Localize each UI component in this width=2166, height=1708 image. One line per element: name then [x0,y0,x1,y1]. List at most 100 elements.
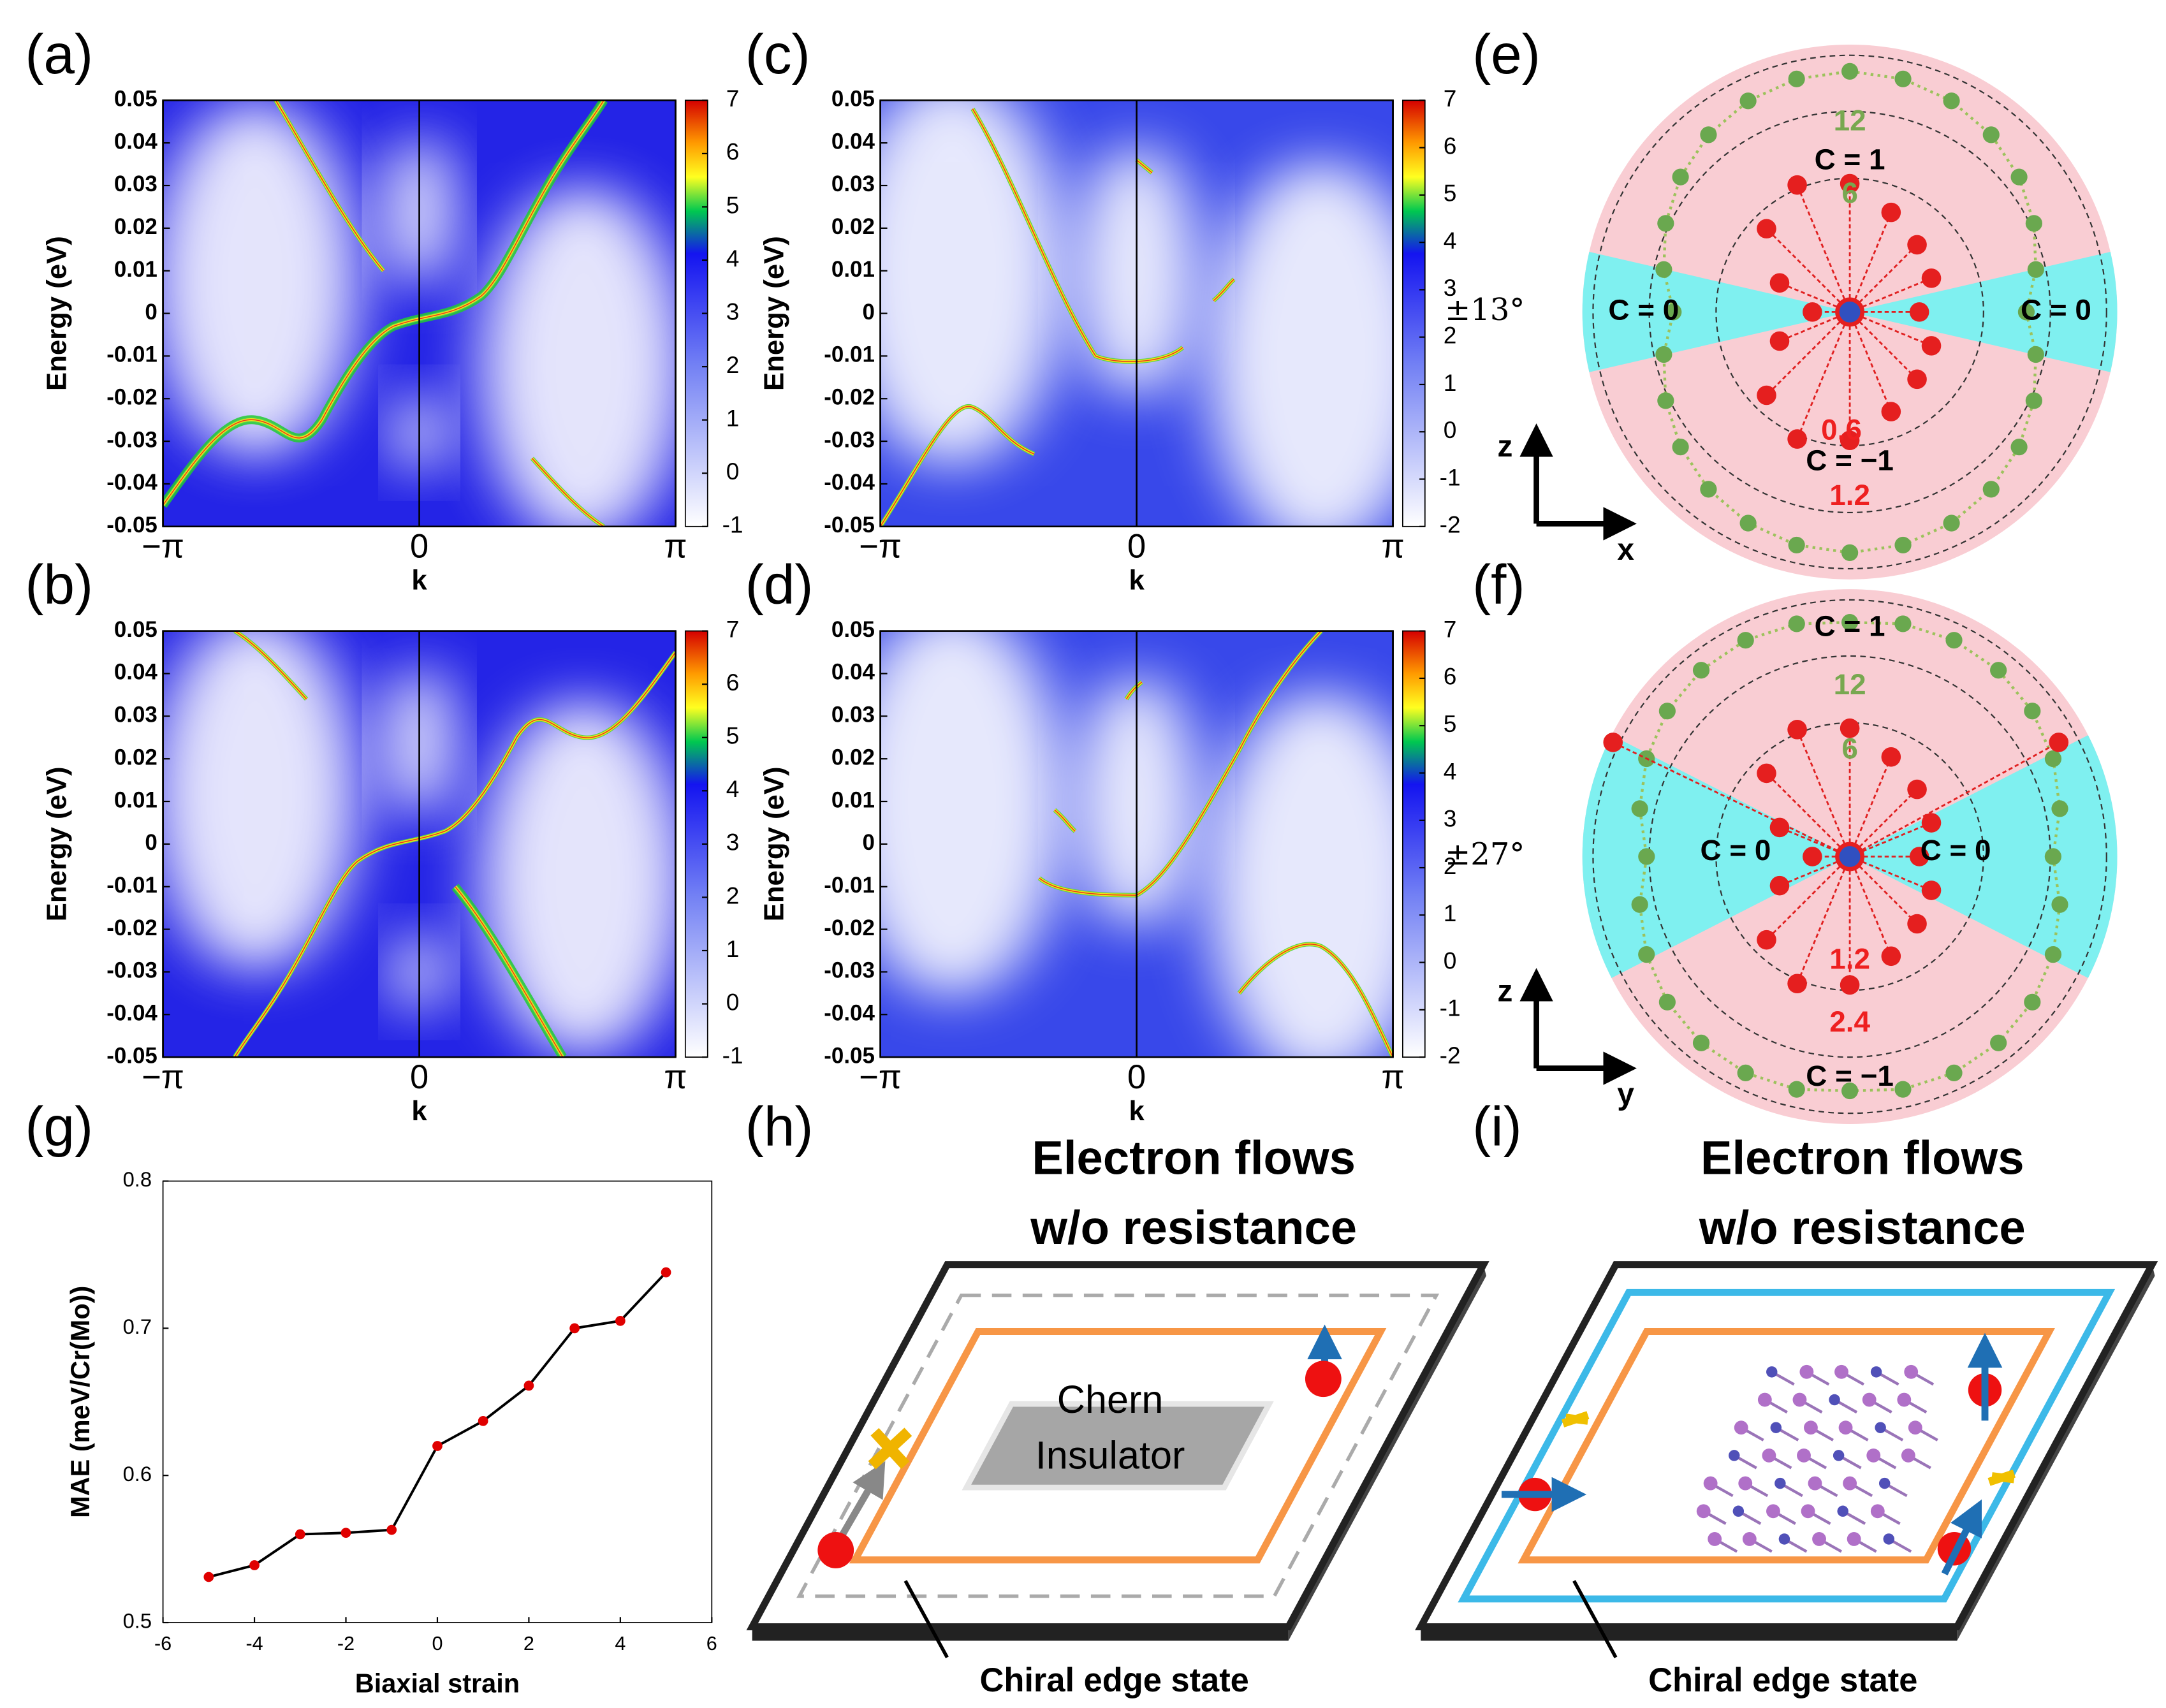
polar-label: 12 [1834,668,1866,701]
data-point [340,1528,351,1538]
red-trace [1766,856,1851,941]
red-trace [1779,282,1850,313]
x-tick-label: −π [859,529,902,566]
atom [1757,1392,1772,1407]
slab-side [1288,1264,1486,1641]
y-axis-label: Energy (eV) [758,766,789,921]
x-tick-label: -2 [337,1633,355,1654]
band-core [881,406,1034,526]
data-point [569,1323,580,1334]
y-axis-label: MAE (meV/Cr(Mo)) [65,1286,95,1518]
red-dot [1757,763,1776,784]
spin [1941,1499,1982,1576]
angle-label: ±27° [1445,836,1525,872]
band-core [972,109,1183,361]
green-dot [1658,703,1676,720]
y-tick-label: -0.05 [106,1043,157,1068]
colorbar-tick-label: 0 [726,988,740,1015]
edge-label: Chiral edge state [1648,1662,1917,1699]
green-dot [1631,800,1648,817]
slab-top [1415,1261,2158,1631]
red-dot [1907,235,1927,255]
band-core [532,458,604,527]
atom [1799,1364,1814,1379]
y-tick-label: 0.03 [831,703,875,727]
atom [1797,1448,1811,1463]
red-dot [1840,718,1860,738]
y-tick-label: -0.02 [106,916,157,940]
panel-label: (h) [745,1095,814,1158]
red-trace [1766,772,1851,858]
colorbar-tick-label: 5 [1444,180,1457,207]
y-tick-label: 0.05 [114,87,157,112]
data-line [208,1271,668,1579]
radial-ring [1592,54,2107,570]
atom [1766,1504,1780,1519]
y-tick-label: 0 [145,830,157,855]
colorbar-tick-label: 4 [1444,227,1457,254]
green-dot [1990,662,2007,679]
green-dot [1788,70,1805,87]
colorbar-tick-label: 5 [726,722,740,749]
light-region [880,631,1065,998]
atom [1901,1448,1915,1463]
light-region [880,100,1065,467]
polar-label: C = 1 [1815,143,1885,176]
green-dot [1638,945,1655,963]
y-tick-label: 0.7 [123,1315,152,1338]
y-tick-label: 0.05 [831,617,875,642]
green-dot [2025,392,2042,409]
pointer [1572,1580,1618,1658]
y-tick-label: -0.01 [106,873,157,898]
polar-label: C = 0 [1921,833,1991,866]
red-trace [1796,311,1851,440]
green-dot [1655,261,1672,278]
y-tick-label: 0.01 [114,787,157,812]
y-tick-label: 0.04 [114,660,158,685]
x-tick-label: 0 [1127,1059,1146,1096]
electron [1305,1361,1342,1398]
polar-label: 6 [1841,176,1858,209]
green-dot [1943,515,1960,532]
colorbar-tick-label: 2 [726,882,740,909]
y-tick-label: -0.03 [106,958,157,983]
angle-label: ±13° [1445,292,1525,328]
orange-edge [849,1328,1387,1564]
atom [1703,1476,1718,1491]
green-dot [1700,126,1717,143]
red-dot [1840,430,1860,450]
atom [1870,1504,1885,1519]
green-dot [1990,1034,2007,1051]
red-dot [1907,914,1927,934]
x-axis-label: Biaxial strain [355,1668,520,1698]
red-dot [1840,975,1860,995]
colorbar-tick-label: 3 [726,298,740,325]
red-dot [1840,173,1860,194]
panel-label: (f) [1472,553,1525,616]
atom [1732,1505,1745,1517]
atom [1878,1477,1891,1489]
atom [1762,1448,1776,1463]
x-tick-label: 4 [615,1633,626,1654]
polar-label: C = 0 [1608,293,1679,326]
red-dot [1769,875,1790,896]
atom [1812,1532,1826,1546]
colorbar-tick-label: 7 [1444,615,1457,642]
red-trace [1849,311,1932,347]
polar-label: C = 0 [2021,293,2091,326]
polar-label: C = −1 [1806,443,1894,476]
colorbar [1401,99,1426,527]
red-dot [1921,813,1942,833]
y-tick-label: -0.04 [106,1001,157,1026]
center-label: Chern [1057,1378,1164,1421]
green-dot [1841,1082,1859,1100]
heatmap-body [163,631,676,1058]
red-dot [1757,930,1776,950]
band-core [455,887,563,1057]
block-cross [1562,1411,1590,1427]
colorbar-tick-label: 3 [1444,805,1457,832]
atom [1875,1422,1886,1433]
green-dot [1655,346,1672,363]
data-point [615,1315,626,1326]
atom [1738,1476,1753,1491]
